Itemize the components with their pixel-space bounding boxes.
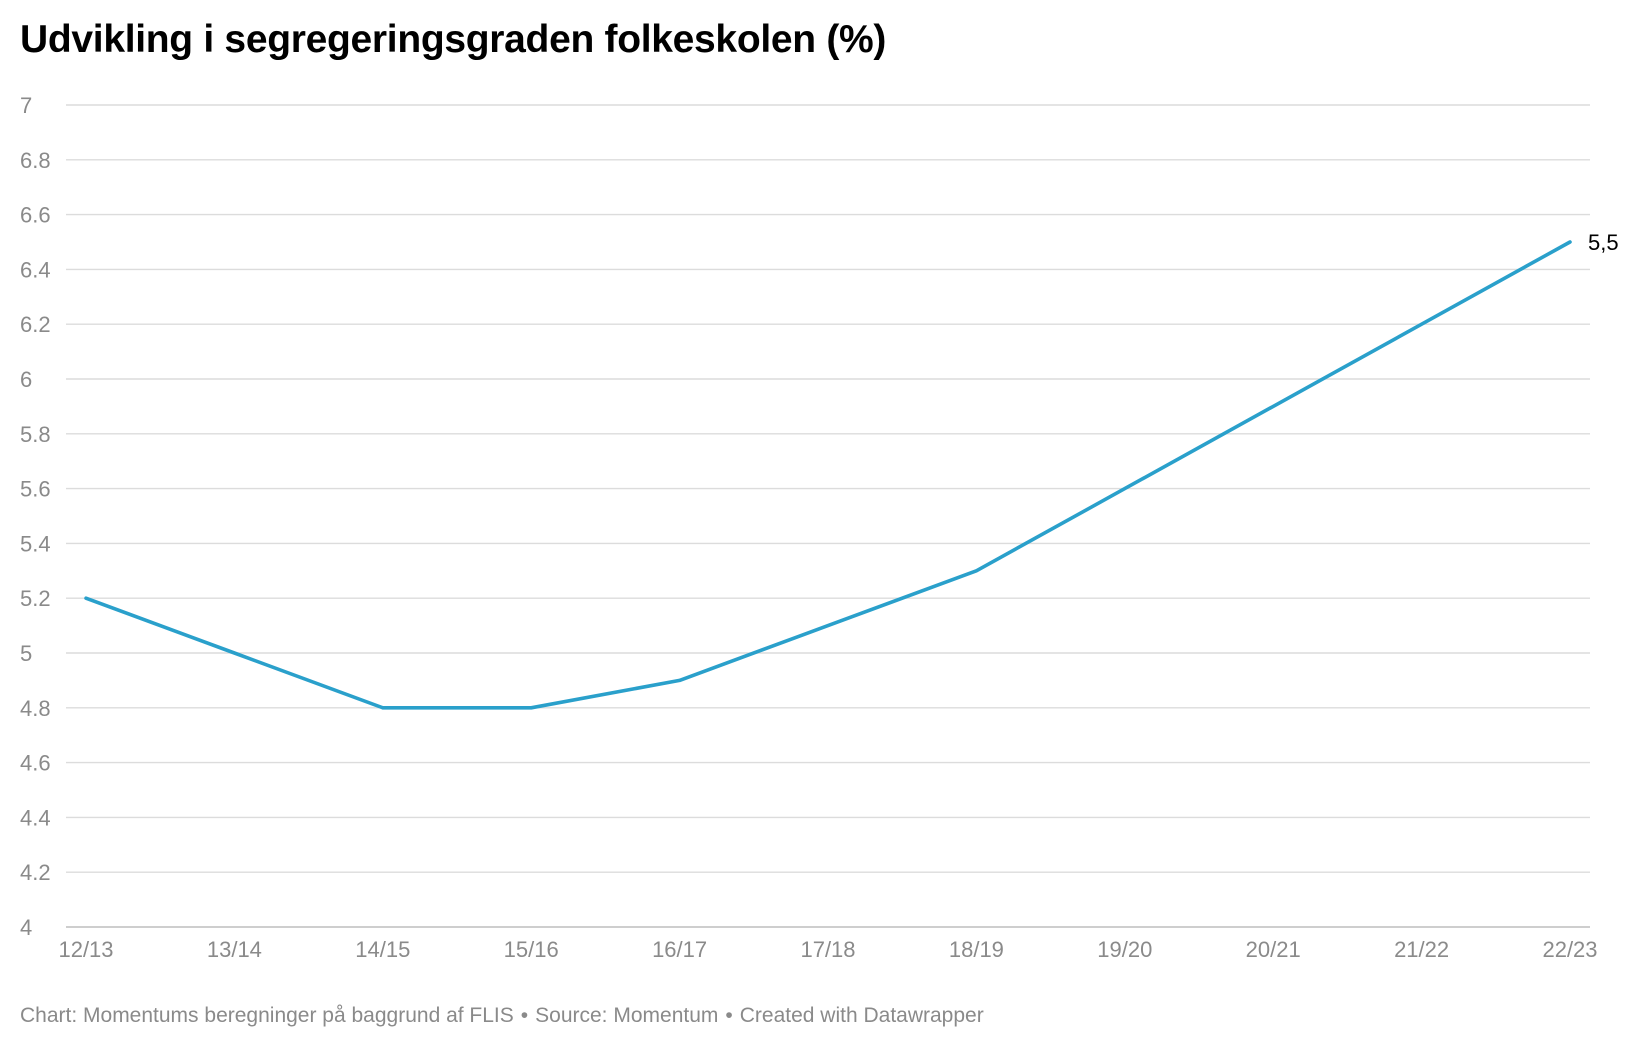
chart-footer: Chart: Momentums beregninger på baggrund… — [20, 1004, 984, 1028]
footer-created-with: Created with Datawrapper — [739, 1004, 984, 1027]
y-tick-label: 6.4 — [20, 257, 51, 282]
footer-separator: • — [725, 1004, 733, 1027]
y-tick-label: 6.2 — [20, 312, 51, 337]
y-tick-label: 4.2 — [20, 860, 51, 885]
y-tick-label: 7 — [20, 93, 32, 118]
x-tick-label: 22/23 — [1542, 937, 1597, 962]
y-axis-ticks: 4 4.2 4.4 4.6 4.8 5 5.2 5.4 5.6 5.8 6 6.2 6.4 6.6 6.8 7 — [20, 93, 51, 940]
y-tick-label: 4 — [20, 915, 32, 940]
x-tick-label: 21/22 — [1394, 937, 1449, 962]
x-tick-label: 20/21 — [1246, 937, 1301, 962]
y-tick-label: 6.8 — [20, 148, 51, 173]
y-tick-label: 5.4 — [20, 531, 51, 556]
x-tick-label: 12/13 — [58, 937, 113, 962]
x-tick-label: 14/15 — [355, 937, 410, 962]
x-tick-label: 15/16 — [504, 937, 559, 962]
x-tick-label: 13/14 — [207, 937, 262, 962]
chart-title: Udvikling i segregeringsgraden folkeskol… — [20, 18, 887, 61]
end-value-label: 5,5 — [1588, 230, 1619, 255]
footer-source: Source: Momentum — [535, 1004, 719, 1027]
y-tick-label: 5.6 — [20, 477, 51, 502]
y-tick-label: 4.6 — [20, 751, 51, 776]
x-tick-label: 18/19 — [949, 937, 1004, 962]
x-axis-ticks: 12/13 13/14 14/15 15/16 16/17 17/18 18/19 19/20… — [58, 937, 1597, 962]
footer-chart-credit: Chart: Momentums beregninger på baggrund… — [20, 1004, 514, 1027]
y-tick-label: 5.2 — [20, 586, 51, 611]
y-tick-label: 6.6 — [20, 203, 51, 228]
y-tick-label: 5 — [20, 641, 32, 666]
x-tick-label: 17/18 — [800, 937, 855, 962]
series-line — [84, 240, 1572, 710]
x-tick-label: 19/20 — [1097, 937, 1152, 962]
y-tick-label: 4.4 — [20, 805, 51, 830]
y-tick-label: 5.8 — [20, 422, 51, 447]
series-layer — [84, 240, 1572, 710]
y-tick-label: 6 — [20, 367, 32, 392]
y-tick-label: 4.8 — [20, 696, 51, 721]
x-tick-label: 16/17 — [652, 937, 707, 962]
data-labels: 5,5 — [1588, 230, 1619, 255]
grid-lines — [66, 104, 1590, 928]
footer-separator: • — [520, 1004, 529, 1027]
